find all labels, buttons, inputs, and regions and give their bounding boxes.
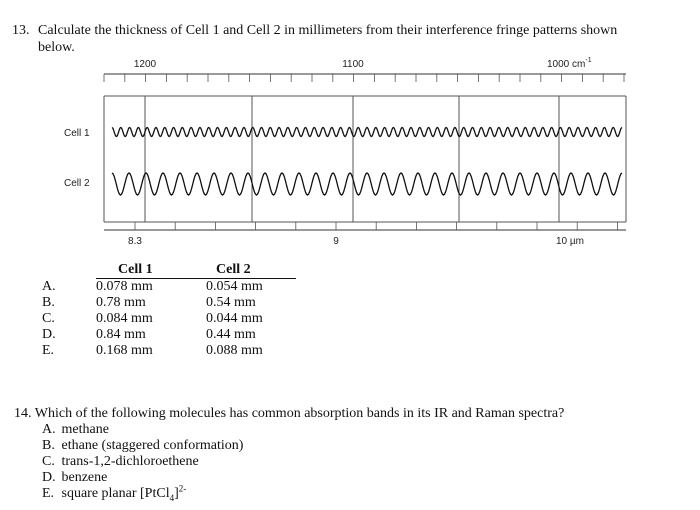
- answer-cell2-value: 0.088 mm: [206, 343, 263, 358]
- question-14-stem: 14. Which of the following molecules has…: [14, 405, 674, 422]
- answer-table-q13: Cell 1 Cell 2 A. 0.078 mm 0.054 mm B. 0.…: [42, 262, 296, 359]
- answer-row-b[interactable]: B. 0.78 mm 0.54 mm: [42, 295, 296, 311]
- bottom-axis-ticks: [134, 222, 618, 230]
- option-text: trans-1,2-dichloroethene: [61, 454, 199, 469]
- cell-1-label: Cell 1: [64, 128, 90, 139]
- option-letter: E.: [42, 486, 55, 501]
- tick-label-8.3: 8.3: [128, 236, 142, 247]
- column-header-cell-2: Cell 2: [206, 262, 296, 279]
- question-text-continued: below.: [38, 40, 75, 55]
- answer-row-d[interactable]: D. 0.84 mm 0.44 mm: [42, 327, 296, 343]
- answer-letter: D.: [42, 327, 56, 342]
- column-header-cell-1: Cell 1: [96, 262, 206, 279]
- answer-row-a[interactable]: A. 0.078 mm 0.054 mm: [42, 279, 296, 296]
- option-d[interactable]: D. benzene: [42, 470, 674, 486]
- answer-table-header: Cell 1 Cell 2: [42, 262, 296, 279]
- top-axis: 1200 1100 1000 cm-1: [103, 57, 626, 82]
- cell-2-fringe-trace: [111, 172, 623, 196]
- answer-cell2-value: 0.44 mm: [206, 327, 256, 342]
- option-text: methane: [61, 422, 109, 437]
- option-c[interactable]: C. trans-1,2-dichloroethene: [42, 454, 674, 470]
- option-b[interactable]: B. ethane (staggered conformation): [42, 438, 674, 454]
- question-13: 13. Calculate the thickness of Cell 1 and…: [12, 22, 682, 56]
- tick-label-1000: 1000 cm-1: [547, 57, 592, 70]
- tick-label-9: 9: [333, 236, 339, 247]
- answer-cell1-value: 0.84 mm: [96, 327, 146, 342]
- tick-label-10: 10 µm: [556, 236, 584, 247]
- tick-label-1200: 1200: [134, 59, 157, 70]
- option-a[interactable]: A. methane: [42, 422, 674, 438]
- option-letter: B.: [42, 438, 55, 453]
- option-text: ethane (staggered conformation): [61, 438, 244, 453]
- question-14: 14. Which of the following molecules has…: [14, 405, 674, 502]
- question-text: Which of the following molecules has com…: [34, 406, 565, 421]
- top-axis-minor-ticks: [103, 74, 625, 82]
- answer-cell1-value: 0.78 mm: [96, 295, 146, 310]
- plot-frame: [103, 95, 627, 223]
- answer-cell2-value: 0.054 mm: [206, 279, 263, 294]
- answer-cell1-value: 0.168 mm: [96, 343, 153, 358]
- answer-row-e[interactable]: E. 0.168 mm 0.088 mm: [42, 343, 296, 359]
- question-text: Calculate the thickness of Cell 1 and Ce…: [38, 23, 618, 38]
- bottom-axis: 8.3 9 10 µm: [104, 222, 626, 247]
- question-number: 14.: [14, 406, 32, 421]
- answer-letter: E.: [42, 343, 55, 358]
- tick-label-1100: 1100: [342, 59, 364, 70]
- option-letter: D.: [42, 470, 56, 485]
- answer-cell2-value: 0.54 mm: [206, 295, 256, 310]
- answer-row-c[interactable]: C. 0.084 mm 0.044 mm: [42, 311, 296, 327]
- option-letter: A.: [42, 422, 56, 437]
- option-letter: C.: [42, 454, 55, 469]
- option-text: square planar [PtCl4]2-: [61, 483, 187, 503]
- answer-letter: A.: [42, 278, 56, 294]
- question-number: 13.: [12, 23, 30, 38]
- cell-1-fringe-trace: [111, 126, 623, 138]
- cell-2-label: Cell 2: [64, 178, 90, 189]
- answer-cell1-value: 0.084 mm: [96, 311, 153, 326]
- interference-fringe-figure: 1200 1100 1000 cm-1 Cell 1 Cell 2 8.3 9 …: [64, 57, 627, 247]
- option-text: benzene: [61, 470, 108, 485]
- question-13-line1: 13. Calculate the thickness of Cell 1 and…: [12, 22, 682, 39]
- answer-cell1-value: 0.078 mm: [96, 279, 153, 294]
- option-e[interactable]: E. square planar [PtCl4]2-: [42, 483, 674, 503]
- answer-letter: B.: [42, 295, 55, 310]
- answer-letter: C.: [42, 311, 55, 326]
- option-list: A. methane B. ethane (staggered conforma…: [14, 422, 674, 502]
- answer-cell2-value: 0.044 mm: [206, 311, 263, 326]
